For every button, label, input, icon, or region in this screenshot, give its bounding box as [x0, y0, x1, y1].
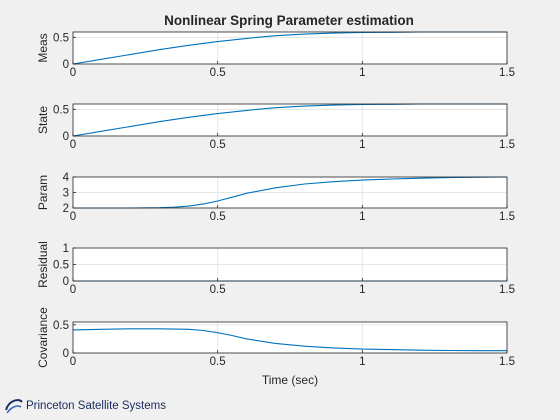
y-tick-label: 0 — [63, 348, 69, 360]
logo-text: Princeton Satellite Systems — [26, 400, 166, 412]
y-tick-label: 0.5 — [53, 104, 69, 116]
chart-title: Nonlinear Spring Parameter estimation — [164, 13, 414, 28]
x-axis-label: Time (sec) — [262, 373, 318, 387]
x-tick-label: 1.5 — [499, 284, 515, 296]
y-tick-label: 0.5 — [53, 260, 69, 272]
y-tick-label: 2 — [63, 203, 69, 215]
y-axis-label: Residual — [36, 241, 50, 288]
axes-box — [72, 31, 508, 65]
plot-area — [73, 322, 507, 353]
x-tick-label: 1.5 — [499, 67, 515, 79]
plot-area — [73, 32, 507, 64]
axes-box — [72, 103, 508, 137]
x-tick-label: 0 — [70, 284, 76, 296]
y-axis-label: Meas — [36, 33, 50, 62]
x-tick-label: 1 — [359, 139, 365, 151]
y-tick-label: 4 — [63, 172, 70, 184]
y-tick-label: 0.5 — [53, 32, 69, 44]
series-line — [72, 328, 507, 352]
axes-box — [72, 321, 508, 354]
plot-area — [73, 104, 507, 136]
y-tick-label: 0 — [63, 59, 69, 71]
x-tick-label: 1.5 — [499, 139, 515, 151]
x-tick-label: 0.5 — [210, 356, 226, 368]
x-tick-label: 0 — [70, 211, 76, 223]
x-tick-label: 1.5 — [499, 211, 515, 223]
x-tick-label: 0 — [70, 67, 76, 79]
y-axis-label: Param — [36, 175, 50, 210]
x-tick-label: 1 — [359, 211, 365, 223]
y-tick-label: 0 — [63, 276, 69, 288]
y-tick-label: 3 — [63, 188, 69, 200]
orbit-swoosh-icon — [5, 399, 23, 414]
x-tick-label: 1.5 — [499, 356, 515, 368]
x-tick-label: 1 — [359, 356, 365, 368]
x-tick-label: 1 — [359, 67, 365, 79]
x-tick-label: 0.5 — [210, 211, 226, 223]
axes-3: 0 0.5 1 1.5 2 3 4 Param — [36, 172, 515, 223]
y-axis-label: Covariance — [36, 307, 50, 368]
x-tick-label: 0.5 — [210, 284, 226, 296]
logo: Princeton Satellite Systems — [4, 396, 166, 416]
y-tick-label: 0.5 — [53, 320, 69, 332]
x-tick-label: 0 — [70, 356, 76, 368]
y-tick-label: 0 — [63, 131, 69, 143]
x-tick-label: 0 — [70, 139, 76, 151]
y-tick-label: 1 — [63, 243, 69, 255]
x-tick-label: 0.5 — [210, 67, 226, 79]
x-tick-label: 0.5 — [210, 139, 226, 151]
x-tick-label: 1 — [359, 284, 365, 296]
y-axis-label: State — [36, 106, 50, 134]
